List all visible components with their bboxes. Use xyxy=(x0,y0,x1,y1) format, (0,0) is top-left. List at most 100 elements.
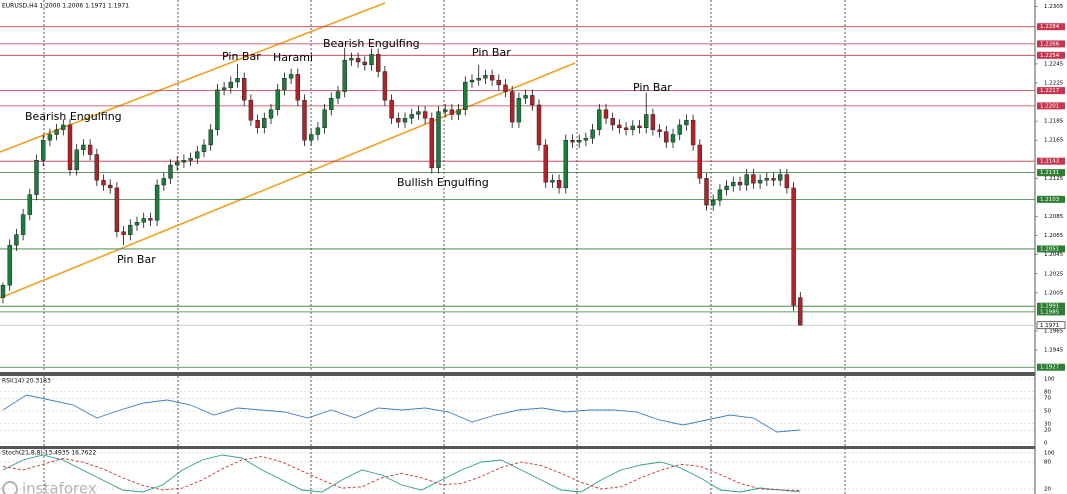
level-box xyxy=(1037,40,1065,48)
candle-body xyxy=(563,140,568,189)
candle-body xyxy=(590,129,595,139)
candle-body xyxy=(195,151,200,159)
y-tick-label: 1.1965 xyxy=(1044,328,1064,334)
pattern-label: Pin Bar xyxy=(222,50,261,63)
y-tick-label: 20 xyxy=(1044,487,1051,493)
candle-body xyxy=(409,114,414,119)
y-tick-label: 70 xyxy=(1044,396,1051,402)
current-box xyxy=(1036,321,1066,330)
candle-body xyxy=(436,111,441,169)
candle-body xyxy=(784,174,790,189)
y-tick-label: 80 xyxy=(1044,460,1051,466)
candle-body xyxy=(402,118,408,123)
candle-body xyxy=(757,180,763,184)
candle-body xyxy=(677,124,682,135)
rsi-title: RSI(14) 20.3183 xyxy=(2,378,51,385)
indicator-line xyxy=(2,394,801,433)
level-label: 1.2284 xyxy=(1040,24,1060,30)
candle-body xyxy=(536,104,542,146)
candle-body xyxy=(496,79,501,86)
candle-body xyxy=(309,134,314,141)
y-tick-label: 1.2225 xyxy=(1044,80,1064,86)
separators xyxy=(43,0,846,494)
level-label: 1.1985 xyxy=(1040,309,1060,315)
candle-body xyxy=(717,189,723,201)
candle-body xyxy=(577,140,582,143)
y-tick-label: 0 xyxy=(1044,441,1048,447)
candle-body xyxy=(20,214,26,235)
pattern-label: Bullish Engulfing xyxy=(397,176,489,189)
candle-body xyxy=(704,178,709,206)
y-tick-label: 100 xyxy=(1044,377,1055,383)
candle-body xyxy=(228,81,234,88)
candle-body xyxy=(697,144,702,179)
level-label: 1.2217 xyxy=(1040,88,1060,94)
candle-body xyxy=(41,140,46,161)
candle-body xyxy=(516,98,522,123)
level-box xyxy=(1037,195,1065,203)
candle-body xyxy=(503,84,508,92)
level-box xyxy=(1037,23,1065,31)
candle-body xyxy=(422,111,428,119)
y-tick-label: 1.2165 xyxy=(1044,138,1064,144)
candle-body xyxy=(476,78,481,81)
candle-body xyxy=(550,180,555,183)
candle-body xyxy=(174,161,180,166)
candle-body xyxy=(463,81,468,110)
watermark-text: instaforex xyxy=(22,480,97,494)
candle-body xyxy=(134,222,140,226)
candle-body xyxy=(54,129,59,135)
candle-body xyxy=(603,109,609,119)
y-tick-label: 50 xyxy=(1044,409,1051,415)
candle-body xyxy=(275,89,280,110)
candle-body xyxy=(67,124,73,170)
level-box xyxy=(1037,169,1065,177)
candle-body xyxy=(81,144,86,150)
watermark: instaforex xyxy=(2,480,97,494)
candle-body xyxy=(610,118,615,126)
candle-body xyxy=(188,158,193,161)
candle-body xyxy=(489,75,495,81)
panel-divider xyxy=(0,446,1035,449)
level-box xyxy=(1037,363,1065,371)
candle-body xyxy=(369,54,374,66)
indicator-line xyxy=(2,456,801,491)
panel-divider xyxy=(0,372,1035,376)
level-label: 1.2143 xyxy=(1040,159,1060,165)
candle-body xyxy=(302,99,307,141)
pattern-label: Bearish Engulfing xyxy=(25,110,122,123)
candle-body xyxy=(235,78,240,83)
y-tick-label: 1.2245 xyxy=(1044,61,1064,67)
candle-body xyxy=(657,129,662,132)
candle-body xyxy=(416,111,421,115)
candle-body xyxy=(87,144,93,155)
candle-body xyxy=(711,200,716,206)
pattern-label: Pin Bar xyxy=(472,46,511,59)
candle-body xyxy=(349,57,354,61)
candle-body xyxy=(342,59,347,92)
y-tick-label: 1.2305 xyxy=(1044,4,1064,10)
candle-body xyxy=(510,91,515,123)
candle-body xyxy=(0,285,6,298)
candle-body xyxy=(295,74,300,101)
level-box xyxy=(1037,245,1065,253)
candle-body xyxy=(778,174,783,181)
candle-body xyxy=(208,129,213,146)
level-box xyxy=(1037,87,1065,95)
candle-body xyxy=(128,224,133,235)
candle-body xyxy=(262,118,267,129)
price-plot xyxy=(0,26,1035,368)
candle-body xyxy=(583,138,589,141)
candle-body xyxy=(141,218,146,223)
candle-body xyxy=(34,160,39,195)
candle-body xyxy=(617,124,622,129)
y-tick-label: 30 xyxy=(1044,421,1051,427)
candle-body xyxy=(449,109,455,115)
y-tick-label: 1.2005 xyxy=(1044,290,1064,296)
candle-body xyxy=(215,89,220,130)
candle-body xyxy=(670,134,676,143)
candle-body xyxy=(362,61,367,66)
candle-body xyxy=(443,109,448,112)
candle-body xyxy=(121,231,126,235)
